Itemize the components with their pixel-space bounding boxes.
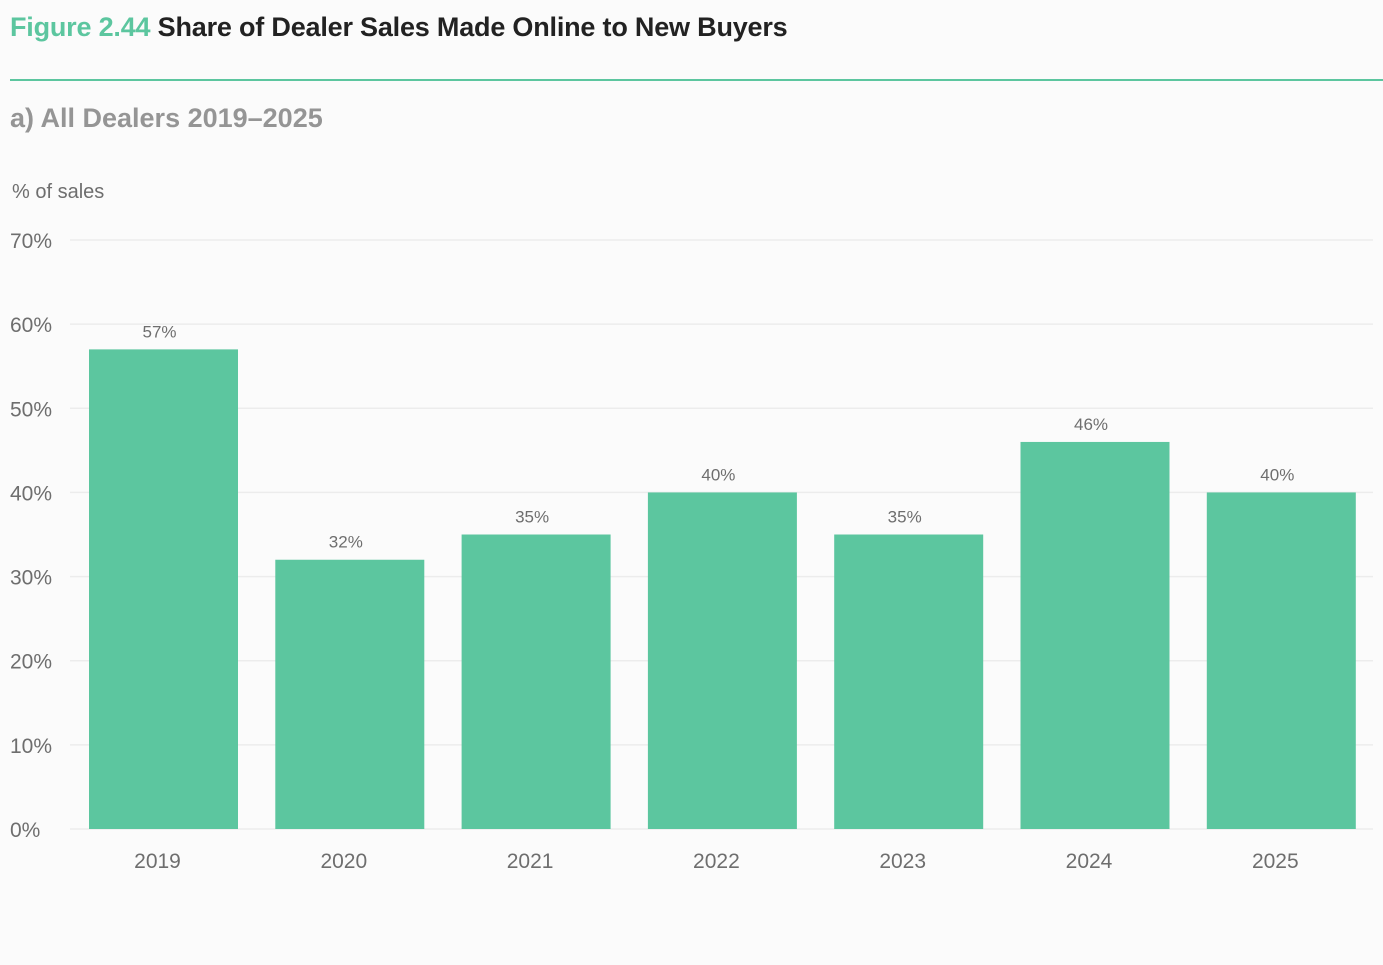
y-tick-label: 60% (10, 314, 52, 337)
y-tick-label: 10% (10, 735, 52, 758)
figure-number: Figure 2.44 (10, 12, 151, 42)
data-label: 35% (888, 508, 922, 527)
bar-2023 (834, 534, 984, 829)
y-axis-label: % of sales (12, 181, 104, 203)
data-label: 40% (701, 465, 735, 484)
y-tick-label: 30% (10, 567, 52, 590)
y-tick-label: 40% (10, 482, 52, 505)
x-tick-label: 2020 (320, 850, 367, 873)
figure-title: Share of Dealer Sales Made Online to New… (157, 12, 788, 42)
data-label: 35% (515, 508, 549, 527)
x-tick-label: 2019 (134, 850, 181, 873)
y-tick-label: 70% (10, 230, 52, 253)
chart-subtitle: a) All Dealers 2019–2025 (10, 103, 323, 133)
data-label: 57% (142, 322, 176, 341)
chart-title: Figure 2.44 Share of Dealer Sales Made O… (10, 12, 788, 43)
y-tick-label: 0% (10, 819, 40, 842)
bar-2024 (1020, 441, 1170, 829)
data-label: 40% (1260, 465, 1294, 484)
bar-2022 (647, 492, 797, 829)
y-tick-label: 20% (10, 651, 52, 674)
title-divider (10, 79, 1383, 81)
x-tick-label: 2025 (1252, 850, 1299, 873)
data-label: 32% (329, 533, 363, 552)
x-tick-label: 2021 (507, 850, 554, 873)
x-tick-label: 2024 (1066, 850, 1113, 873)
data-label: 46% (1074, 415, 1108, 434)
x-tick-label: 2022 (693, 850, 740, 873)
bar-2021 (461, 534, 611, 829)
bar-2025 (1206, 492, 1356, 829)
bar-2019 (89, 349, 238, 829)
y-tick-label: 50% (10, 398, 52, 421)
x-tick-label: 2023 (879, 850, 926, 873)
bar-2020 (275, 559, 425, 829)
